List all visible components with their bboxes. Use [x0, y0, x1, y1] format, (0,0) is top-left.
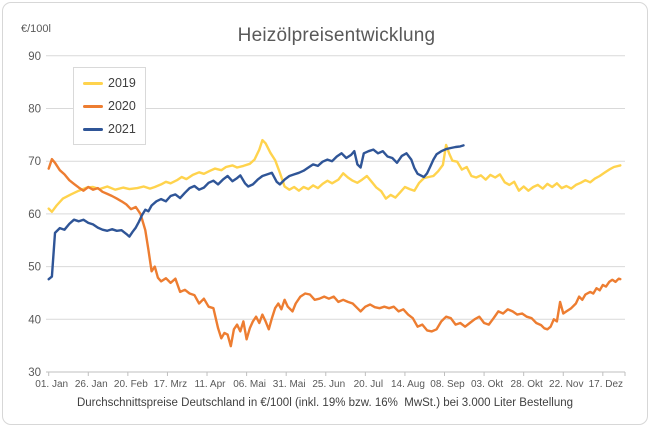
chart-subtitle: Durchschnittspreise Deutschland in €/100… [76, 397, 574, 409]
chart-card: €/100l Heizölpreisentwicklung 30 40 50 60 70… [2, 2, 648, 425]
legend-swatch-2019 [83, 81, 103, 85]
legend-swatch-2020 [83, 104, 103, 108]
x-tick-label-06. Mai: 06. Mai [233, 379, 266, 390]
y-tick-label-60: 60 [28, 209, 41, 221]
y-tick-label-90: 90 [28, 51, 41, 63]
x-tick-label-01. Jan: 01. Jan [35, 379, 68, 390]
y-tick-label-70: 70 [28, 156, 41, 168]
x-tick-label-03. Okt: 03. Okt [471, 379, 503, 390]
y-tick-label-50: 50 [28, 262, 41, 274]
series-line-2021 [47, 144, 465, 281]
legend-label-2021: 2021 [108, 122, 136, 136]
legend: 2019 2020 2021 [73, 67, 146, 145]
x-tick-label-14. Aug: 14. Aug [391, 379, 425, 390]
x-tick-label-31. Mai: 31. Mai [273, 379, 306, 390]
legend-item-2019: 2019 [83, 76, 136, 90]
chart-title: Heizölpreisentwicklung [237, 25, 436, 46]
chart-plot: 30 40 50 60 70 80 90 01. Jan 26. Jan 20. Feb 17. M… [28, 51, 626, 390]
x-tick-label-20. Jul: 20. Jul [354, 379, 383, 390]
legend-label-2019: 2019 [108, 76, 136, 90]
series-line-2020 [47, 157, 622, 348]
x-tick-label-26. Jan: 26. Jan [75, 379, 108, 390]
y-axis-unit-label: €/100l [21, 23, 51, 35]
y-tick-label-40: 40 [28, 314, 41, 326]
legend-swatch-2021 [83, 127, 103, 131]
x-tick-label-28. Okt: 28. Okt [511, 379, 543, 390]
x-tick-label-17. Dez: 17. Dez [589, 379, 623, 390]
y-tick-label-80: 80 [28, 104, 41, 116]
x-tick-label-08. Sep: 08. Sep [430, 379, 465, 390]
series-line-2019 [47, 138, 622, 214]
y-tick-label-30: 30 [28, 367, 41, 379]
x-tick-label-17. Mrz: 17. Mrz [154, 379, 187, 390]
legend-label-2020: 2020 [108, 99, 136, 113]
x-tick-label-20. Feb: 20. Feb [114, 379, 148, 390]
x-tick-label-25. Jun: 25. Jun [312, 379, 345, 390]
legend-item-2020: 2020 [83, 99, 136, 113]
x-tick-label-22. Nov: 22. Nov [549, 379, 583, 390]
x-tick-label-11. Apr: 11. Apr [195, 379, 227, 390]
legend-item-2021: 2021 [83, 122, 136, 136]
